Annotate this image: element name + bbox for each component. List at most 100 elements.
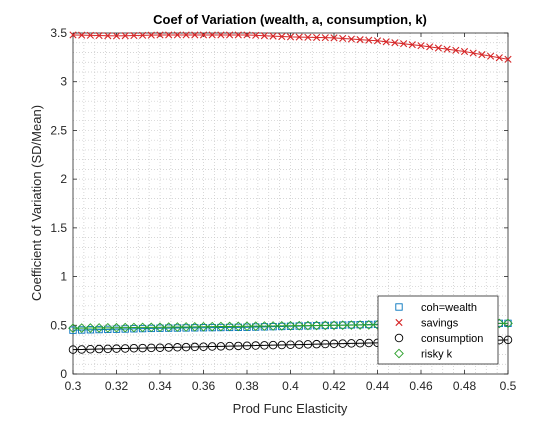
series-consumption-point (68, 345, 78, 354)
series-savings-point (504, 55, 512, 63)
series-consumption-point (190, 342, 200, 352)
series-consumption-point (364, 338, 374, 348)
series-risky-k-point (250, 321, 261, 331)
series-risky-k-point (68, 323, 78, 334)
series-consumption-point (86, 345, 95, 354)
series-savings-point (86, 31, 94, 39)
series-savings-point (147, 31, 155, 39)
series-consumption-point (234, 341, 243, 351)
series-savings-point (191, 31, 199, 39)
y-tick-label: 1.5 (50, 221, 67, 235)
series-savings-point (173, 31, 181, 39)
series-risky-k-point (242, 321, 252, 332)
series-risky-k-point (216, 321, 226, 332)
series-risky-k-point (346, 320, 357, 330)
series-risky-k-point (102, 322, 113, 333)
series-risky-k-point (503, 318, 513, 329)
legend: coh=wealth savings consumption risky k (377, 295, 499, 365)
x-tick-label: 0.5 (500, 379, 517, 393)
series-risky-k-point (155, 322, 165, 333)
series-savings-point (260, 32, 268, 40)
series-consumption-point (173, 343, 182, 352)
series-savings-point (121, 32, 129, 40)
series-savings-point (208, 31, 216, 39)
series-savings-point (434, 44, 442, 52)
series-risky-k-point (294, 320, 305, 331)
series-risky-k-point (285, 320, 296, 331)
series-consumption-point (147, 343, 156, 353)
legend-marker (394, 348, 404, 359)
series-consumption-point (321, 339, 330, 349)
series-savings-point (217, 31, 225, 39)
series-savings-point (426, 43, 434, 51)
series-risky-k-point (355, 320, 365, 330)
series-risky-k-point (207, 321, 218, 332)
x-tick-label: 0.38 (235, 379, 259, 393)
series-consumption-point (216, 342, 226, 351)
series-risky-k-point (129, 322, 139, 333)
chart-title: Coef of Variation (wealth, a, consumptio… (153, 12, 427, 27)
series-savings-point (487, 52, 495, 60)
series-risky-k-point (120, 322, 131, 333)
series-savings-point (417, 42, 425, 50)
y-tick-label: 3 (60, 75, 67, 89)
series-risky-k-point (181, 322, 191, 332)
series-risky-k-point (268, 321, 278, 331)
series-risky-k-point (172, 322, 183, 332)
x-tick-label: 0.48 (453, 379, 477, 393)
y-tick-label: 3.5 (50, 26, 67, 40)
series-savings-point (295, 33, 303, 41)
series-risky-k-point (320, 320, 331, 331)
series-consumption-point (164, 343, 173, 352)
x-tick-label: 0.4 (282, 379, 299, 393)
series-consumption-point (303, 340, 313, 349)
series-savings-point (400, 40, 408, 48)
series-savings-point (269, 32, 277, 40)
series-savings-point (156, 31, 164, 39)
legend-marker (395, 318, 403, 327)
series-risky-k-point (163, 322, 174, 332)
series-risky-k-point (76, 323, 87, 333)
series-consumption-point (277, 340, 287, 350)
series-savings-point (460, 47, 469, 56)
x-tick-label: 0.32 (105, 379, 129, 393)
series-savings-point (356, 36, 364, 44)
series-risky-k-point (137, 322, 148, 333)
legend-label: risky k (421, 349, 453, 361)
series-risky-k-point (146, 322, 157, 333)
series-savings-point (199, 31, 208, 39)
series-risky-k-point (311, 320, 322, 331)
series-savings-point (382, 38, 390, 46)
legend-marker (395, 303, 403, 311)
series-savings-point (373, 37, 382, 45)
x-tick-label: 0.46 (409, 379, 433, 393)
series-consumption-point (503, 335, 513, 345)
series-consumption-point (112, 344, 121, 353)
series-savings-point (469, 49, 477, 57)
series-risky-k-point (233, 321, 244, 332)
x-axis-label: Prod Func Elasticity (233, 401, 348, 416)
series-consumption-point (77, 345, 86, 354)
series-consumption-point (294, 340, 304, 349)
series-savings-point (347, 35, 355, 43)
series-risky-k-point (337, 320, 348, 331)
y-tick-label: 2 (60, 172, 67, 186)
series-consumption-point (312, 339, 321, 349)
series-coh-wealth-point (69, 326, 77, 334)
series-savings-point (304, 33, 312, 41)
series-savings-point (330, 34, 338, 42)
series-savings-point (130, 31, 138, 40)
x-tick-label: 0.36 (192, 379, 216, 393)
series-consumption-point (129, 344, 139, 353)
series-risky-k-point (363, 320, 374, 330)
series-consumption-point (207, 342, 217, 351)
series-savings-point (286, 33, 295, 41)
x-tick-label: 0.3 (65, 379, 82, 393)
series-consumption-point (355, 338, 365, 348)
series-risky-k-point (94, 323, 104, 333)
series-savings-point (408, 41, 416, 49)
series-risky-k-point (259, 321, 270, 331)
x-tick-label: 0.44 (366, 379, 390, 393)
